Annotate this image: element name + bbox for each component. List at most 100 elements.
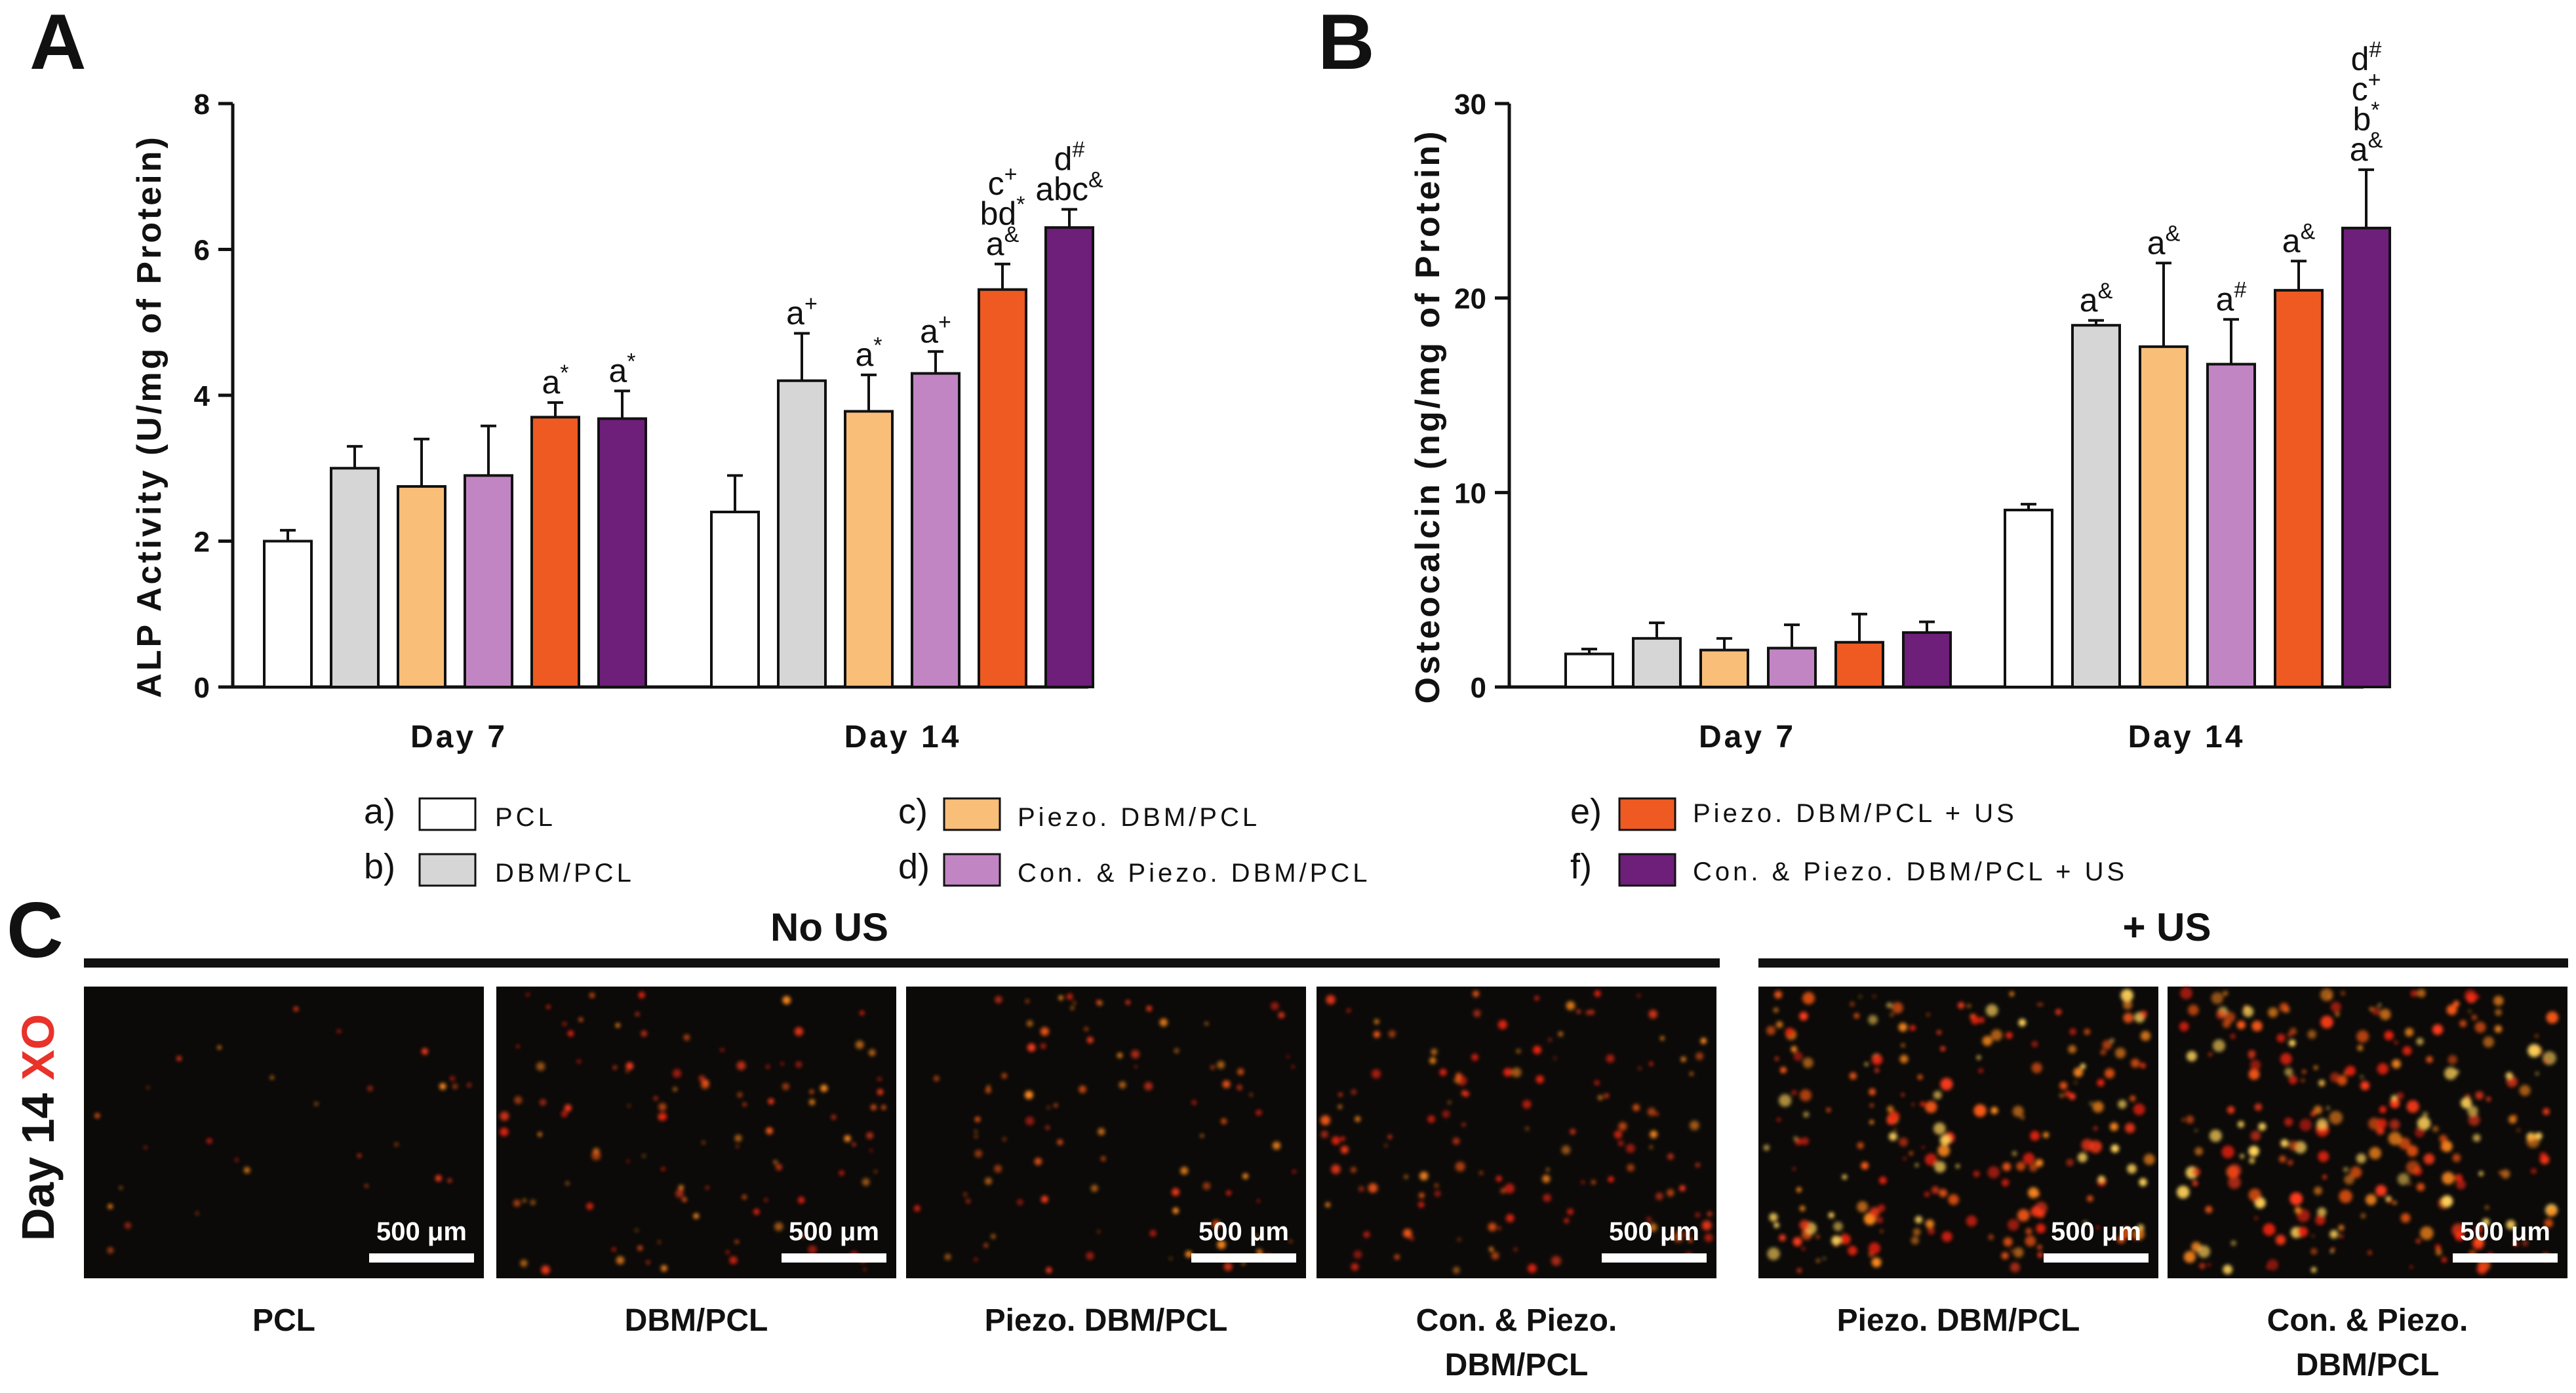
stain-spot	[2310, 1266, 2317, 1273]
chart-a-y-tick-label: 0	[194, 672, 210, 704]
stain-spot	[753, 1208, 760, 1215]
stain-spot	[774, 1222, 783, 1231]
stain-spot	[234, 1158, 239, 1162]
stain-spot	[742, 1102, 747, 1107]
stain-spot	[1331, 1164, 1341, 1174]
stain-spot	[2276, 1033, 2286, 1043]
scale-bar-label: 500 μm	[376, 1217, 467, 1246]
stain-spot	[1766, 1025, 1776, 1036]
stain-spot	[1320, 1130, 1328, 1139]
stain-spot	[2485, 1205, 2489, 1209]
stain-spot	[1566, 1001, 1575, 1011]
stain-spot	[2444, 1067, 2457, 1080]
stain-spot	[2474, 994, 2480, 1000]
stain-spot	[1648, 1223, 1657, 1232]
stain-spot	[2329, 1110, 2343, 1125]
stain-spot	[2069, 1028, 2076, 1036]
legend-letter: e)	[1570, 792, 1602, 831]
stain-spot	[801, 1234, 805, 1238]
stain-spot	[2506, 1220, 2516, 1230]
stain-spot	[2284, 1067, 2293, 1076]
chart-a-bar-day-7-piezo-dbm-pcl	[397, 485, 446, 688]
stain-spot	[1655, 1192, 1663, 1200]
stain-spot	[2097, 1079, 2105, 1087]
stain-spot	[1096, 1000, 1101, 1004]
stain-spot	[1695, 1162, 1700, 1167]
chart-b-significance-label: a&	[2350, 128, 2383, 168]
stain-spot	[1614, 1130, 1623, 1139]
stain-spot	[983, 1243, 989, 1248]
stain-spot	[658, 1103, 667, 1111]
stain-spot	[1200, 1133, 1204, 1138]
stain-spot	[2258, 1122, 2267, 1131]
stain-spot	[1191, 1099, 1197, 1105]
micrograph-caption: Piezo. DBM/PCL	[1837, 1303, 2080, 1338]
stain-spot	[2280, 1139, 2289, 1148]
chart-b-category-day-7: Day 7	[1699, 720, 1796, 755]
stain-spot	[1791, 1089, 1797, 1095]
stain-spot	[1914, 1215, 1923, 1224]
stain-spot	[974, 1257, 978, 1261]
stain-spot	[2011, 1150, 2017, 1156]
stain-spot	[1054, 1103, 1058, 1108]
stain-spot	[766, 1065, 770, 1069]
stain-spot	[1338, 1092, 1343, 1097]
stain-spot	[2344, 1174, 2354, 1185]
stain-spot	[994, 1164, 1002, 1173]
stain-spot	[874, 1169, 877, 1173]
stain-spot	[2031, 1062, 2042, 1074]
stain-spot	[2140, 1063, 2146, 1069]
stain-spot	[1353, 1250, 1362, 1259]
stain-spot	[1374, 1019, 1379, 1025]
stain-spot	[447, 1178, 452, 1183]
stain-spot	[1473, 990, 1480, 998]
stain-spot	[1815, 1235, 1820, 1239]
stain-spot	[612, 1247, 616, 1252]
stain-spot	[2287, 1160, 2293, 1166]
stain-spot	[1799, 1089, 1812, 1101]
stain-spot	[516, 1044, 520, 1048]
stain-spot	[1409, 1236, 1414, 1241]
stain-spot	[2248, 1050, 2256, 1058]
chart-b-significance-label: a#	[2216, 277, 2247, 317]
legend-letter: f)	[1570, 847, 1592, 886]
stain-spot	[1869, 1088, 1876, 1095]
stain-spot	[1646, 1216, 1652, 1223]
legend-swatch-con-piezo-dbm-pcl-us	[1618, 853, 1676, 887]
scale-bar	[369, 1253, 474, 1263]
stain-spot	[269, 1075, 274, 1080]
stain-spot	[1991, 1029, 2003, 1041]
stain-spot	[1971, 1016, 1979, 1025]
stain-spot	[2408, 1182, 2412, 1186]
stain-spot	[625, 1070, 629, 1073]
stain-spot	[1982, 1036, 1992, 1046]
stain-spot	[1793, 1167, 1796, 1171]
stain-spot	[2335, 1012, 2340, 1017]
stain-spot	[1799, 1011, 1808, 1021]
stain-spot	[1780, 1067, 1787, 1074]
chart-b-bar-day-7-pcl	[1564, 652, 1614, 688]
stain-spot	[2289, 1192, 2303, 1206]
stain-spot	[734, 1134, 742, 1142]
stain-spot	[2394, 1040, 2398, 1045]
stain-spot	[1026, 1020, 1033, 1027]
stain-spot	[1180, 1166, 1189, 1175]
stain-spot	[1868, 1242, 1880, 1255]
stain-spot	[1857, 1142, 1864, 1149]
stain-spot	[2350, 1166, 2362, 1179]
stain-spot	[195, 1211, 199, 1215]
stain-spot	[773, 1160, 778, 1164]
stain-spot	[1256, 1234, 1259, 1238]
stain-spot	[2416, 1038, 2424, 1046]
stain-spot	[742, 1194, 747, 1200]
stain-spot	[2343, 1167, 2348, 1172]
chart-a-significance-label: bd*	[980, 192, 1025, 232]
stain-spot	[1435, 1183, 1439, 1188]
stain-spot	[1859, 995, 1862, 998]
stain-spot	[1257, 1199, 1260, 1203]
stain-spot	[703, 1079, 709, 1086]
stain-spot	[966, 1198, 971, 1204]
stain-spot	[1793, 1136, 1798, 1141]
stain-spot	[985, 1087, 991, 1093]
stain-spot	[1222, 1080, 1231, 1089]
